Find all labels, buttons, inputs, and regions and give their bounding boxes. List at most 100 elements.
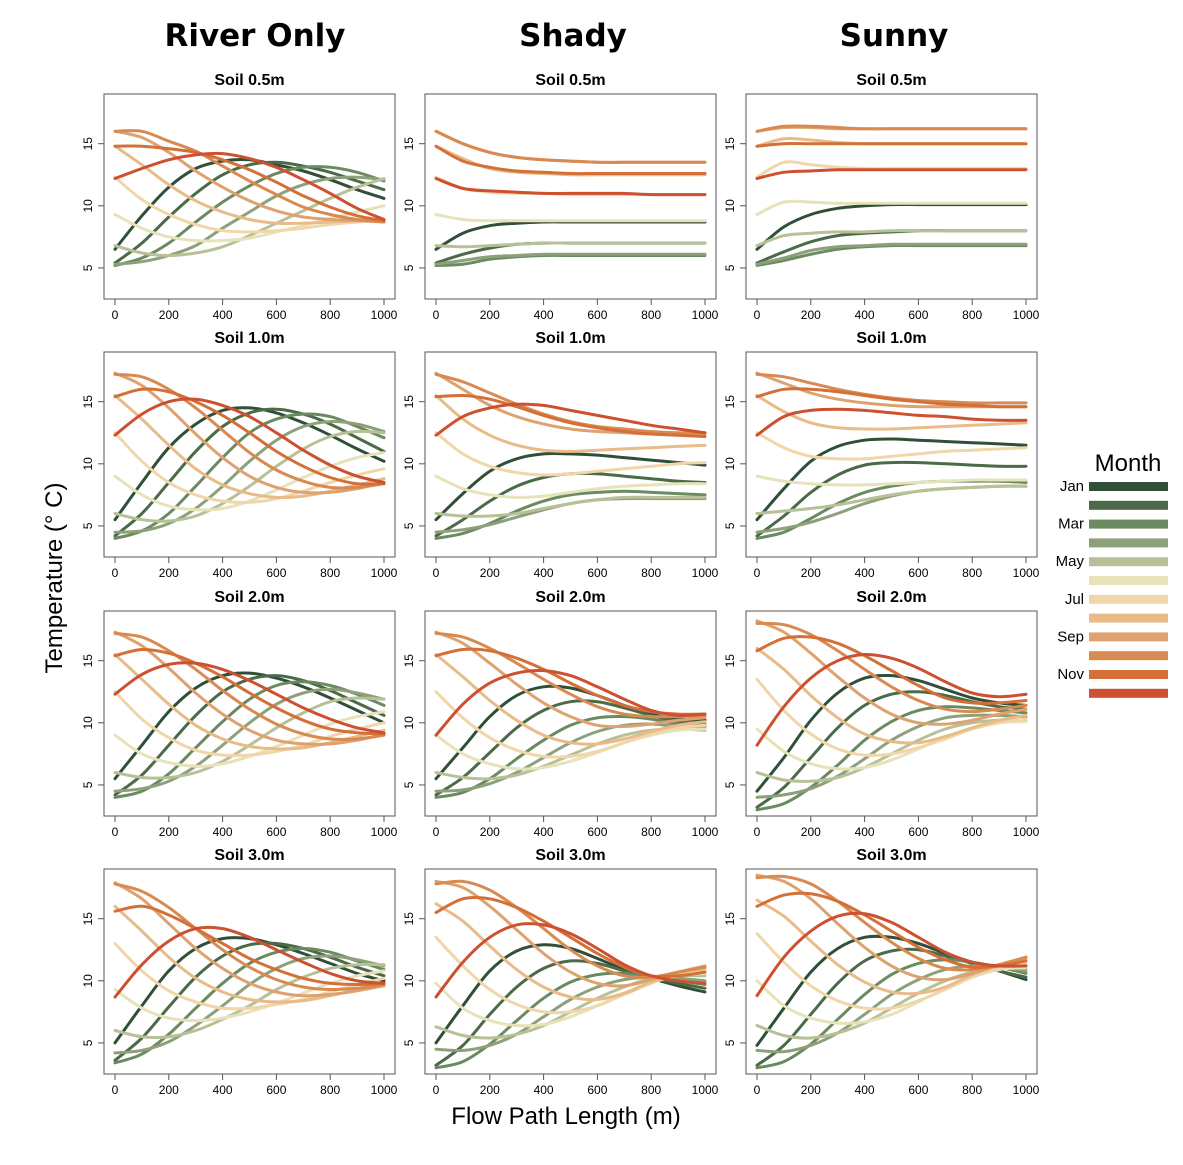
x-tick-label: 1000 <box>1013 308 1040 322</box>
x-tick-label: 400 <box>534 566 554 580</box>
series-line-month-8 <box>755 898 1028 996</box>
plot-frame <box>103 351 396 558</box>
series-line-month-9 <box>113 630 386 746</box>
panel-title: Soil 2.0m <box>856 589 926 606</box>
legend-swatch-month-6 <box>1089 576 1168 585</box>
series-line-month-9 <box>755 619 1028 726</box>
series-line-month-3 <box>113 947 386 1065</box>
legend-swatch-month-11 <box>1089 670 1168 679</box>
series-line-month-12 <box>755 407 1028 437</box>
panel-shady-soil-3-0m: Soil 3.0m 0 200 400 600 800 1000 5 10 15 <box>402 847 719 1097</box>
x-tick-label: 200 <box>801 1083 821 1097</box>
series-line-month-1 <box>434 451 707 522</box>
series-line-month-2 <box>113 160 386 265</box>
series-line-month-6 <box>755 474 1028 487</box>
series-line-month-12 <box>755 911 1028 998</box>
series-line-month-10 <box>113 372 386 490</box>
series-line-month-5 <box>113 429 386 523</box>
plot-frame <box>103 93 396 300</box>
y-tick-label: 5 <box>402 264 416 271</box>
series-line-month-3 <box>434 253 707 267</box>
x-tick-label: 1000 <box>1013 1083 1040 1097</box>
legend-title: Month <box>1095 450 1162 477</box>
y-tick-label: 5 <box>81 264 95 271</box>
plot-frame <box>103 868 396 1075</box>
panel-title: Soil 0.5m <box>535 72 605 89</box>
series-line-month-12 <box>755 652 1028 747</box>
x-tick-label: 400 <box>534 308 554 322</box>
series-line-month-7 <box>755 932 1028 1011</box>
x-tick-label: 200 <box>480 1083 500 1097</box>
y-tick-label: 5 <box>723 1039 737 1046</box>
y-tick-label: 5 <box>81 522 95 529</box>
legend-swatch-month-10 <box>1089 651 1168 661</box>
y-tick-label: 15 <box>723 654 737 668</box>
series-line-month-4 <box>755 713 1028 799</box>
panel-title: Soil 1.0m <box>535 330 605 347</box>
x-tick-label: 1000 <box>1013 566 1040 580</box>
x-tick-label: 600 <box>908 308 928 322</box>
legend-swatch-month-5 <box>1089 557 1168 567</box>
legend-label: Jan <box>1060 478 1084 495</box>
x-tick-label: 800 <box>641 566 661 580</box>
series-line-month-1 <box>755 437 1028 522</box>
x-tick-label: 600 <box>587 566 607 580</box>
series-line-month-12 <box>755 168 1028 180</box>
series-line-month-10 <box>434 631 707 719</box>
series-line-month-3 <box>434 715 707 799</box>
plot-frame <box>424 868 717 1075</box>
panel-title: Soil 0.5m <box>214 72 284 89</box>
series-line-month-5 <box>755 484 1028 515</box>
panel-shady-soil-1-0m: Soil 1.0m 0 200 400 600 800 1000 5 10 15 <box>402 330 719 580</box>
x-tick-label: 400 <box>855 308 875 322</box>
y-tick-label: 10 <box>402 716 416 730</box>
series-line-month-4 <box>434 252 707 266</box>
x-tick-label: 1000 <box>371 825 398 839</box>
x-tick-label: 200 <box>159 825 179 839</box>
x-tick-label: 400 <box>855 1083 875 1097</box>
series-line-month-6 <box>434 727 707 771</box>
series-line-month-4 <box>113 687 386 793</box>
plot-frame <box>745 93 1038 300</box>
x-tick-label: 600 <box>908 566 928 580</box>
series-line-month-3 <box>113 165 386 267</box>
x-tick-label: 0 <box>754 566 761 580</box>
legend-swatch-month-4 <box>1089 538 1168 548</box>
y-tick-label: 10 <box>402 457 416 471</box>
x-tick-label: 400 <box>213 308 233 322</box>
x-tick-label: 800 <box>962 308 982 322</box>
legend-swatch-month-3 <box>1089 519 1168 529</box>
plot-frame <box>745 351 1038 558</box>
x-tick-label: 600 <box>908 1083 928 1097</box>
series-line-month-9 <box>113 881 386 998</box>
y-tick-label: 5 <box>723 264 737 271</box>
series-line-month-11 <box>113 387 386 486</box>
x-tick-label: 200 <box>159 1083 179 1097</box>
x-tick-label: 1000 <box>371 1083 398 1097</box>
y-tick-label: 10 <box>723 974 737 988</box>
y-axis-label: Temperature (° C) <box>41 483 68 674</box>
series-line-month-11 <box>755 387 1028 409</box>
x-tick-label: 200 <box>159 566 179 580</box>
series-line-month-2 <box>113 941 386 1062</box>
legend-label: May <box>1056 553 1085 570</box>
x-tick-label: 800 <box>962 1083 982 1097</box>
plot-frame <box>424 93 717 300</box>
x-tick-label: 200 <box>801 308 821 322</box>
series-line-month-10 <box>755 124 1028 133</box>
legend: Month Jan Mar May Jul Sep Nov <box>1056 450 1168 698</box>
x-tick-label: 600 <box>587 1083 607 1097</box>
series-line-month-11 <box>434 647 707 716</box>
x-axis-label: Flow Path Length (m) <box>451 1103 680 1130</box>
panel-river-only-soil-0-5m: Soil 0.5m 0 200 400 600 800 1000 5 10 15 <box>81 72 398 322</box>
panel-river-only-soil-2-0m: Soil 2.0m 0 200 400 600 800 1000 5 10 15 <box>81 589 398 839</box>
x-tick-label: 200 <box>801 566 821 580</box>
legend-swatch-month-12 <box>1089 688 1168 698</box>
legend-label: Jul <box>1065 591 1084 608</box>
x-tick-label: 600 <box>266 566 286 580</box>
y-tick-label: 15 <box>81 654 95 668</box>
series-line-month-11 <box>755 142 1028 148</box>
x-tick-label: 0 <box>112 1083 119 1097</box>
x-tick-label: 1000 <box>371 308 398 322</box>
